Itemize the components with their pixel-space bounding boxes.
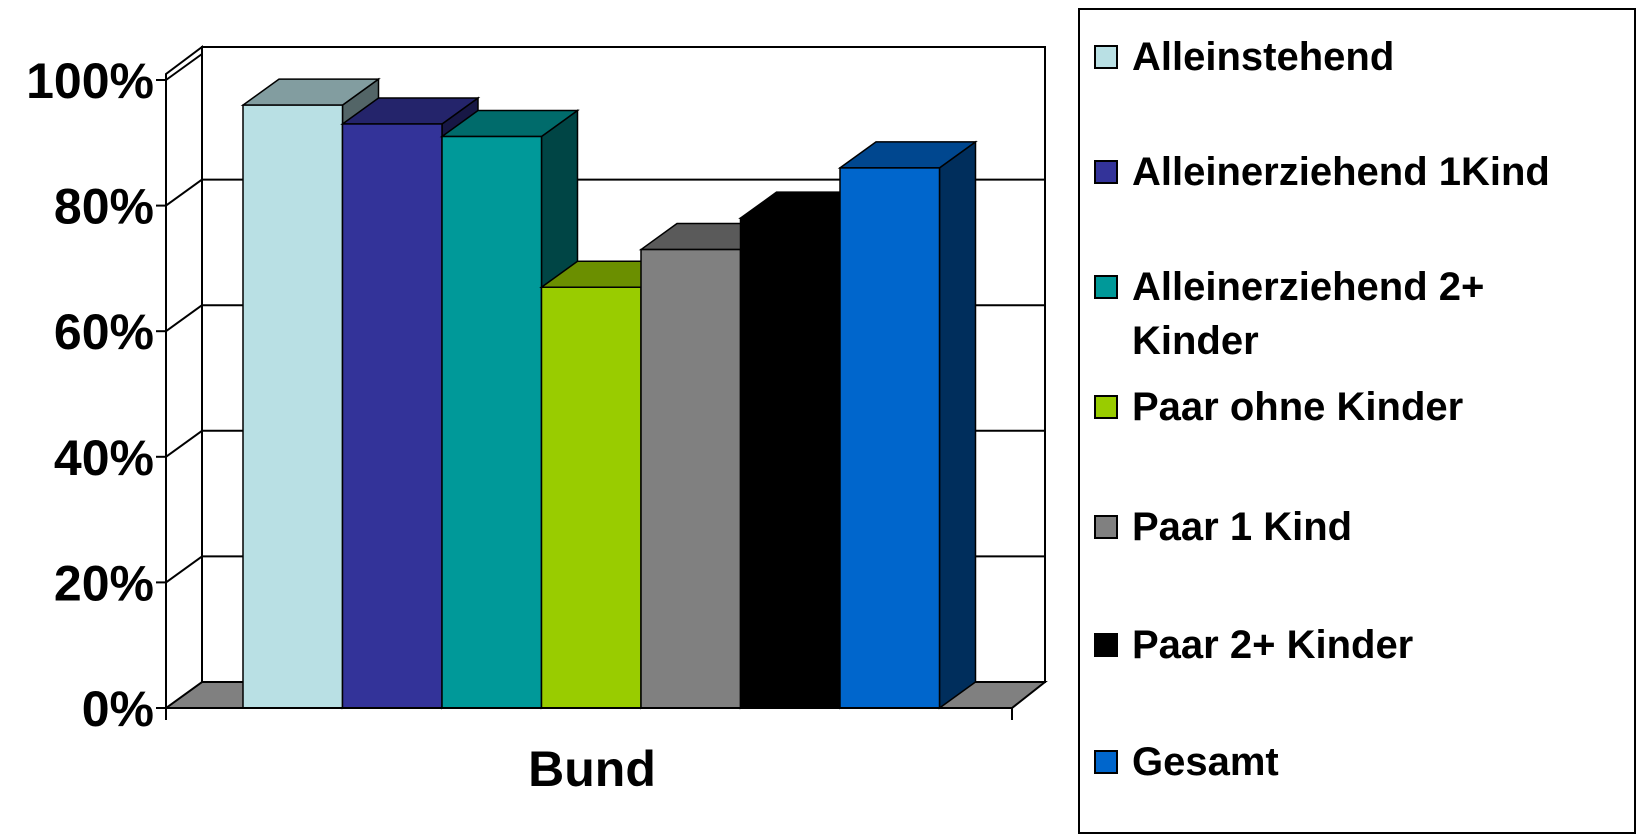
legend-label: Alleinerziehend 1Kind	[1132, 150, 1550, 194]
legend-label: Paar ohne Kinder	[1132, 385, 1464, 429]
gridline-side	[165, 178, 203, 207]
legend-label: Paar 1 Kind	[1132, 505, 1353, 549]
legend-swatch	[1094, 275, 1118, 299]
legend-label: Paar 2+ Kinder	[1132, 623, 1414, 667]
bar-front	[540, 286, 642, 709]
y-tick-label: 20%	[54, 555, 154, 611]
y-tick-label: 100%	[26, 53, 154, 109]
legend-swatch	[1094, 160, 1118, 184]
side-wall	[165, 45, 203, 710]
bar-front	[441, 135, 543, 709]
bar-front	[341, 123, 443, 709]
bar-front	[839, 167, 941, 709]
axes	[156, 74, 1013, 720]
legend-label: Alleinstehend	[1132, 35, 1395, 79]
legend-label: Alleinerziehend 2+ Kinder	[1132, 265, 1485, 363]
y-tick-label: 40%	[54, 430, 154, 486]
y-tick-label: 0%	[82, 681, 154, 737]
gridline-side	[165, 429, 203, 458]
x-axis-category-label: Bund	[528, 741, 656, 797]
bar-side	[938, 140, 977, 710]
y-axis-tick-labels: 0% 20% 40% 60% 80% 100%	[26, 53, 154, 737]
legend: Alleinstehend Alleinerziehend 1Kind Allein…	[1078, 8, 1636, 834]
bar-front	[640, 248, 742, 709]
bar-front	[242, 104, 344, 709]
legend-label: Gesamt	[1132, 740, 1279, 784]
legend-swatch	[1094, 45, 1118, 69]
gridline-side	[165, 53, 203, 81]
bar	[837, 140, 978, 710]
y-tick-label: 80%	[54, 179, 154, 235]
bar-front	[739, 217, 841, 709]
bar-series-group	[240, 77, 978, 710]
y-tick-label: 60%	[54, 304, 154, 360]
legend-swatch	[1094, 395, 1118, 419]
gridline-side	[165, 555, 203, 584]
legend-swatch	[1094, 515, 1118, 539]
legend-swatch	[1094, 633, 1118, 657]
gridline-side	[165, 304, 203, 333]
legend-swatch	[1094, 750, 1118, 774]
